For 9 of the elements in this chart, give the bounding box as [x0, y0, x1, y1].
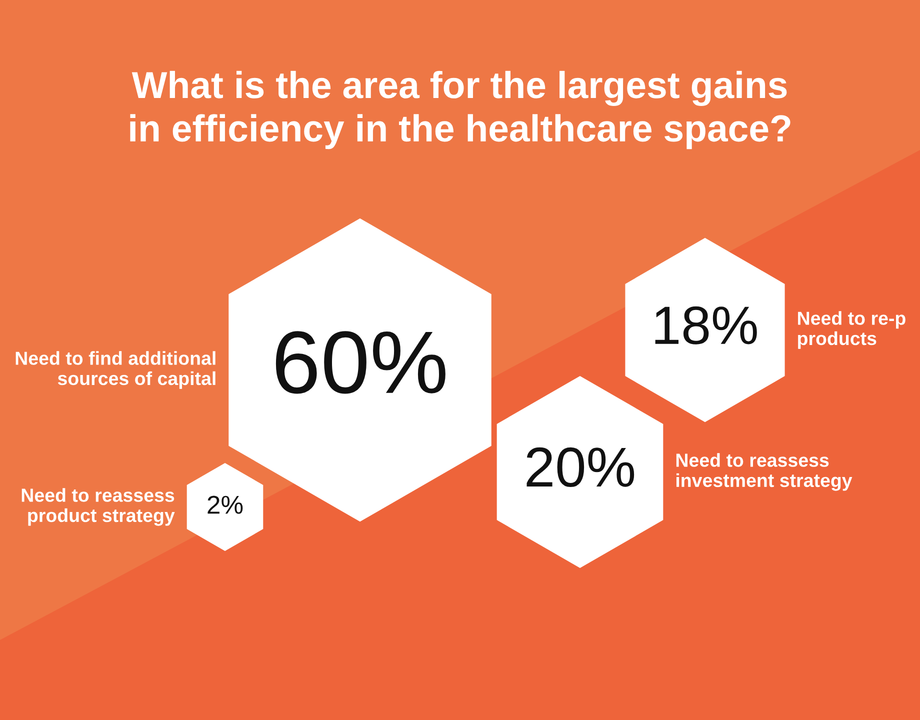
data-label: 2% [208, 496, 243, 514]
category-label: Need to find additional sources of capital [16, 351, 216, 389]
data-label: 20% [526, 447, 634, 488]
data-label: 18% [655, 306, 757, 344]
category-label: Need to reassess investment strategy [676, 453, 852, 491]
data-label: 60% [276, 331, 446, 394]
text: What is the area for the largest gains in efficiency in the healthcare space? [130, 70, 790, 150]
category-label: Need to re-p products [798, 311, 906, 349]
category-label: Need to reassess product strategy [22, 488, 175, 526]
